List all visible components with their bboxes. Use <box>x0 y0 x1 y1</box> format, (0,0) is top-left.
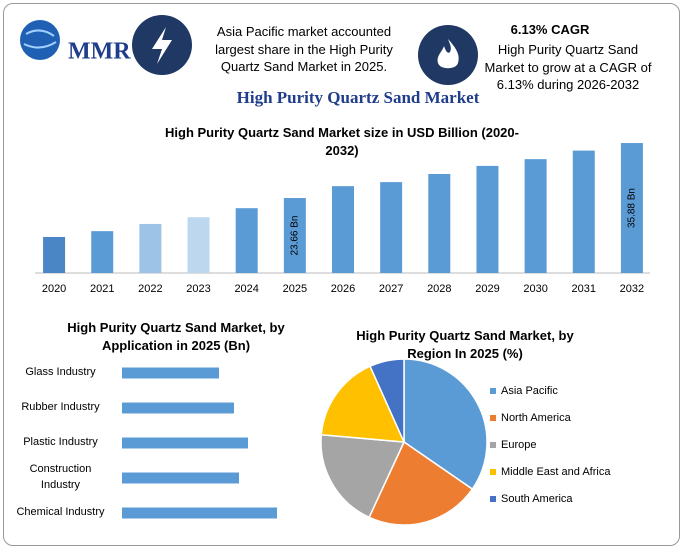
x-tick-label: 2025 <box>283 283 307 295</box>
y-tick-label: Plastic Industry <box>23 436 98 449</box>
legend-swatch <box>490 469 496 475</box>
bar <box>572 150 595 273</box>
legend-swatch <box>490 496 496 502</box>
pie-slice <box>369 358 405 443</box>
legend-label: Middle East and Africa <box>501 466 611 478</box>
bar <box>620 143 643 273</box>
bar <box>122 507 277 519</box>
x-tick-label: 2022 <box>138 283 162 295</box>
y-tick-label: Construction Industry <box>29 463 92 491</box>
bar <box>524 159 547 273</box>
logo-globe-lines <box>23 29 57 49</box>
legend-label: North America <box>501 412 572 424</box>
legend-label: Europe <box>501 439 536 451</box>
bar <box>91 231 114 273</box>
y-tick-label: Glass Industry <box>25 366 96 379</box>
x-tick-label: 2028 <box>427 283 451 295</box>
info-text: Asia Pacific market accounted largest sh… <box>215 24 393 75</box>
x-tick-label: 2020 <box>42 283 66 295</box>
x-tick-label: 2024 <box>234 283 258 295</box>
logo-globe <box>20 20 60 60</box>
x-tick-label: 2027 <box>379 283 403 295</box>
legend-label: Asia Pacific <box>501 385 558 397</box>
y-tick-label: Rubber Industry <box>21 401 100 414</box>
logo-text: MMR <box>68 39 131 65</box>
chart-title: High Purity Quartz Sand Market, by Appli… <box>67 320 285 353</box>
bar <box>283 198 306 273</box>
bar <box>476 165 499 273</box>
bar <box>122 437 248 449</box>
x-tick-label: 2031 <box>572 283 596 295</box>
pie-slice <box>403 358 488 491</box>
bar <box>380 182 403 273</box>
value-label: 35.88 Bn <box>627 188 638 228</box>
info-title: 6.13% CAGR <box>510 22 590 37</box>
bar <box>187 217 210 273</box>
x-tick-label: 2032 <box>620 283 644 295</box>
value-label: 23.66 Bn <box>289 215 300 255</box>
legend-label: South America <box>501 493 573 505</box>
x-tick-label: 2026 <box>331 283 355 295</box>
legend-swatch <box>490 388 496 394</box>
pie-slice <box>320 433 406 519</box>
chart-title: High Purity Quartz Sand Market size in U… <box>165 125 519 158</box>
bar <box>235 208 258 273</box>
x-tick-label: 2023 <box>186 283 210 295</box>
bar <box>139 223 162 273</box>
x-tick-label: 2029 <box>475 283 499 295</box>
icon-bolt <box>152 27 172 64</box>
bar <box>43 237 66 273</box>
bar <box>122 367 219 379</box>
frame <box>3 3 680 546</box>
x-tick-label: 2021 <box>90 283 114 295</box>
pie-slice <box>320 365 406 443</box>
bar <box>122 402 234 414</box>
x-tick-label: 2030 <box>523 283 547 295</box>
bar <box>122 472 239 484</box>
legend-swatch <box>490 442 496 448</box>
y-tick-label: Chemical Industry <box>16 506 105 519</box>
chart-title: High Purity Quartz Sand Market, by Regio… <box>356 328 574 361</box>
main-title: High Purity Quartz Sand Market <box>237 88 480 107</box>
legend-swatch <box>490 415 496 421</box>
bar <box>332 186 354 273</box>
info-text: High Purity Quartz Sand Market to grow a… <box>484 42 652 93</box>
bar <box>428 174 451 273</box>
icon-flame <box>437 39 459 69</box>
